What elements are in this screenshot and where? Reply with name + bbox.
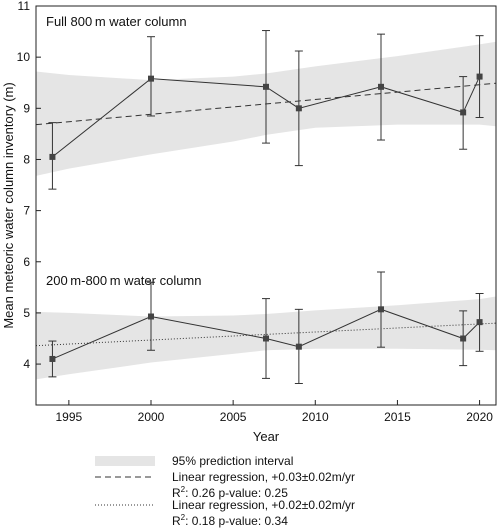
y-tick-label: 8 [23,152,30,166]
x-tick-label: 2015 [384,410,411,424]
x-tick-label: 1995 [56,410,83,424]
data-point [460,335,467,342]
y-tick-label: 5 [23,306,30,320]
y-axis-ticks: 4 5 6 7 8 9 10 11 [17,0,41,371]
data-point [476,73,483,80]
data-point [49,153,56,160]
data-point [148,313,154,320]
y-tick-label: 11 [18,0,31,13]
data-point [263,83,269,90]
data-point [263,335,269,342]
x-tick-label: 2005 [220,410,247,424]
y-tick-label: 4 [23,357,30,371]
legend: 95% prediction interval Linear regressio… [95,454,355,528]
x-tick-label: 2000 [138,410,165,424]
data-point [49,355,56,362]
data-point [460,109,467,116]
x-tick-label: 2010 [302,410,329,424]
panel-label-deep: 200 m-800 m water column [46,273,202,288]
y-tick-label: 10 [17,50,31,64]
legend-band-label: 95% prediction interval [172,454,293,468]
y-tick-label: 6 [23,255,30,269]
plot-frame [35,5,497,406]
legend-reg1-label: Linear regression, +0.03±0.02m/yr [172,470,355,484]
legend-band-swatch [95,456,155,466]
legend-reg2-stats: R2: 0.18 p-value: 0.34 [172,513,288,528]
data-series [48,30,484,385]
plot-area: 1995 2000 2005 2010 2015 2020 4 5 6 7 8 9 10 11 Full… [17,0,497,424]
x-tick-label: 2020 [466,410,493,424]
data-point [148,75,154,82]
data-point [476,319,483,326]
x-axis-ticks: 1995 2000 2005 2010 2015 2020 [56,400,493,424]
y-axis-label: Mean meteoric water column inventory (m) [1,82,16,328]
data-point [295,105,302,112]
legend-reg1-stats: R2: 0.26 p-value: 0.25 [172,485,288,500]
x-axis-label: Year [253,429,280,444]
data-point [378,306,384,313]
y-tick-label: 9 [23,101,30,115]
legend-reg2-label: Linear regression, +0.02±0.02m/yr [172,498,355,512]
data-point [295,343,302,350]
y-tick-label: 7 [23,204,30,218]
data-point [378,83,384,90]
panel-label-full: Full 800 m water column [46,14,187,29]
